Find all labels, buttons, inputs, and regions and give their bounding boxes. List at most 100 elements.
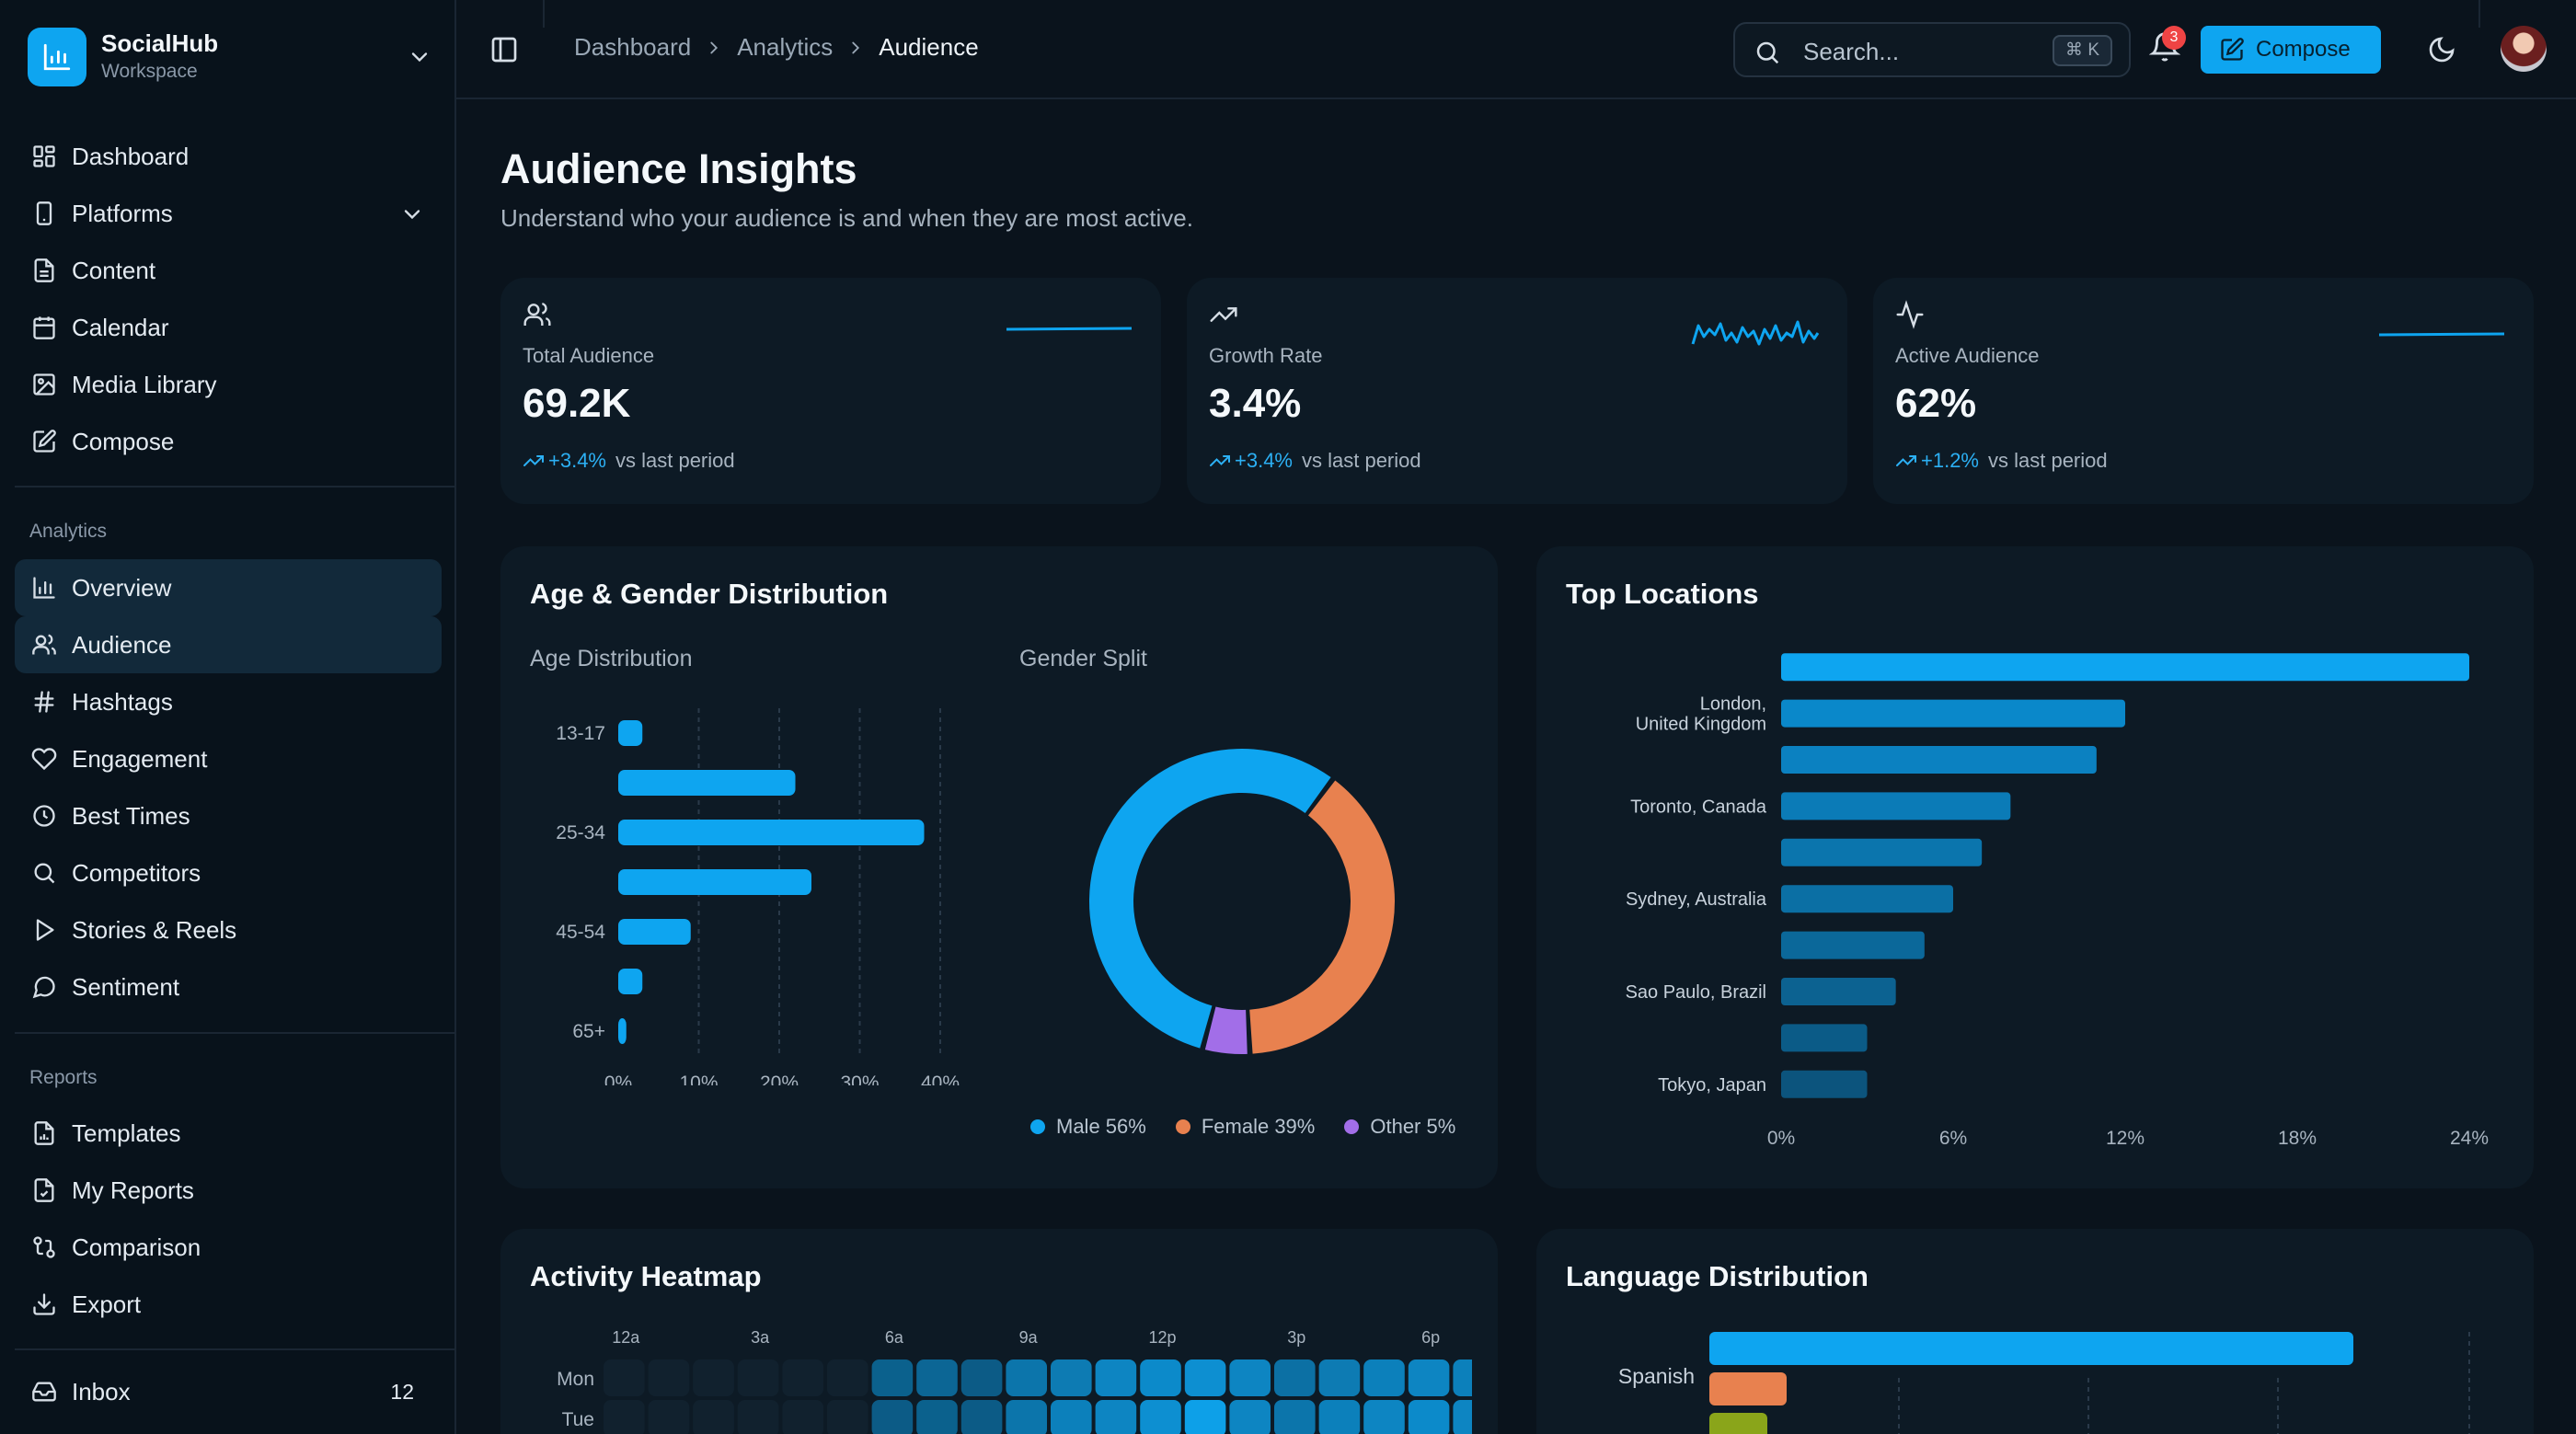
search-icon <box>1754 39 1781 66</box>
nav-dashboard[interactable]: Dashboard <box>15 128 442 185</box>
nav-comparison[interactable]: Comparison <box>15 1219 442 1276</box>
moon-icon[interactable] <box>2427 35 2456 64</box>
nav-label: Calendar <box>72 313 169 341</box>
age-bar <box>618 770 796 796</box>
workspace-logo-icon <box>28 28 86 86</box>
legend-item-male: Male 56% <box>1030 1115 1146 1139</box>
age-gender-card: Age & Gender Distribution Age Distributi… <box>500 546 1498 1188</box>
legend-label: Female 39% <box>1201 1115 1316 1138</box>
donut-slice <box>1204 1006 1248 1054</box>
nav-audience[interactable]: Audience <box>15 616 442 673</box>
breadcrumb-audience: Audience <box>879 33 979 61</box>
age-bar <box>618 1018 627 1044</box>
nav-media-library[interactable]: Media Library <box>15 356 442 413</box>
nav-competitors[interactable]: Competitors <box>15 844 442 901</box>
workspace-switcher[interactable]: SocialHub Workspace <box>28 28 432 86</box>
card-title: Top Locations <box>1566 578 1759 610</box>
heatmap-cell <box>1274 1359 1316 1396</box>
location-label: Sao Paulo, Brazil <box>1626 982 1766 1003</box>
location-label: Tokyo, Japan <box>1658 1075 1766 1096</box>
heatmap-cell <box>960 1359 1003 1396</box>
heatmap-day-label: Mon <box>557 1369 594 1390</box>
sidebar-divider <box>15 1032 456 1034</box>
location-label: London, United Kingdom <box>1636 694 1766 735</box>
donut-slice <box>1089 749 1331 1049</box>
heatmap-hour-label: 3a <box>751 1328 770 1347</box>
heatmap-hour-label: 6p <box>1421 1328 1440 1347</box>
avatar[interactable] <box>2501 26 2547 72</box>
calendar-icon <box>29 313 59 342</box>
breadcrumb-analytics[interactable]: Analytics <box>737 33 834 61</box>
nav-best-times[interactable]: Best Times <box>15 787 442 844</box>
y-tick-label: 25-34 <box>556 822 605 843</box>
legend-item-other: Other 5% <box>1344 1115 1455 1139</box>
git-compare-icon <box>29 1233 59 1262</box>
nav-inbox[interactable]: Inbox 12 <box>15 1363 442 1420</box>
location-bar <box>1781 746 2097 774</box>
nav-label: Media Library <box>72 370 217 398</box>
stat-compare: vs last period <box>1988 449 2108 472</box>
gender-split-title: Gender Split <box>1019 646 1147 671</box>
location-label: Sydney, Australia <box>1626 889 1767 910</box>
stat-change: +1.2% <box>1921 449 1979 472</box>
nav-engagement[interactable]: Engagement <box>15 730 442 787</box>
heatmap-cell <box>1140 1359 1181 1396</box>
location-bar <box>1781 931 1925 959</box>
users-icon <box>523 300 552 329</box>
sidebar-divider <box>15 1348 456 1350</box>
nav-compose[interactable]: Compose <box>15 413 442 470</box>
nav-my-reports[interactable]: My Reports <box>15 1162 442 1219</box>
x-tick-label: 12% <box>2106 1128 2145 1149</box>
breadcrumb: Dashboard Analytics Audience <box>574 33 979 62</box>
nav-sentiment[interactable]: Sentiment <box>15 958 442 1015</box>
location-bar <box>1781 885 1953 913</box>
stat-card-active-audience: Active Audience 62% +1.2% vs last period <box>1873 278 2534 504</box>
nav-label: Compose <box>72 427 175 455</box>
message-circle-icon <box>29 972 59 1002</box>
heatmap-cell <box>1453 1400 1472 1434</box>
users-icon <box>29 630 59 660</box>
location-bar <box>1781 792 2011 820</box>
page-subtitle: Understand who your audience is and when… <box>500 204 1193 232</box>
heatmap-cell <box>1140 1400 1181 1434</box>
nav-export[interactable]: Export <box>15 1276 442 1333</box>
age-bar <box>618 869 811 895</box>
nav-overview[interactable]: Overview <box>15 559 442 616</box>
search-input[interactable]: Search... ⌘ K <box>1733 22 2131 77</box>
heatmap-cell <box>1095 1400 1137 1434</box>
chevron-right-icon <box>845 38 866 58</box>
page-title: Audience Insights <box>500 145 857 192</box>
heatmap-cell <box>1318 1359 1361 1396</box>
compose-button[interactable]: Compose <box>2201 26 2381 74</box>
location-bar <box>1781 1070 1868 1098</box>
heatmap-cell <box>1274 1400 1316 1434</box>
legend-item-female: Female 39% <box>1175 1115 1316 1139</box>
heatmap-cell <box>871 1400 914 1434</box>
nav-hashtags[interactable]: Hashtags <box>15 673 442 730</box>
activity-heatmap-chart: 12a 3a 6a 9a 12p 3p 6p Mon Tue <box>557 1328 1472 1434</box>
nav-label: Hashtags <box>72 687 173 716</box>
nav-stories-reels[interactable]: Stories & Reels <box>15 901 442 958</box>
x-tick-label: 0% <box>1767 1128 1795 1149</box>
nav-label: Best Times <box>72 801 190 830</box>
stat-compare: vs last period <box>615 449 735 472</box>
stat-change: +3.4% <box>548 449 606 472</box>
top-bar: Dashboard Analytics Audience Search... ⌘… <box>456 0 2576 99</box>
nav-platforms[interactable]: Platforms <box>15 185 442 242</box>
clock-icon <box>29 801 59 831</box>
y-tick-label: 13-17 <box>556 723 605 744</box>
chevron-right-icon <box>704 38 724 58</box>
nav-content[interactable]: Content <box>15 242 442 299</box>
nav-label: Competitors <box>72 858 201 887</box>
smartphone-icon <box>29 199 59 228</box>
heatmap-cell <box>827 1400 868 1434</box>
sidebar-toggle-icon[interactable] <box>489 35 519 64</box>
nav-label: Stories & Reels <box>72 915 237 944</box>
stat-value: 3.4% <box>1209 381 1302 426</box>
nav-templates[interactable]: Templates <box>15 1105 442 1162</box>
breadcrumb-dashboard[interactable]: Dashboard <box>574 33 692 61</box>
card-title: Age & Gender Distribution <box>530 578 889 610</box>
nav-label: Export <box>72 1290 142 1318</box>
nav-calendar[interactable]: Calendar <box>15 299 442 356</box>
heatmap-cell <box>916 1400 958 1434</box>
